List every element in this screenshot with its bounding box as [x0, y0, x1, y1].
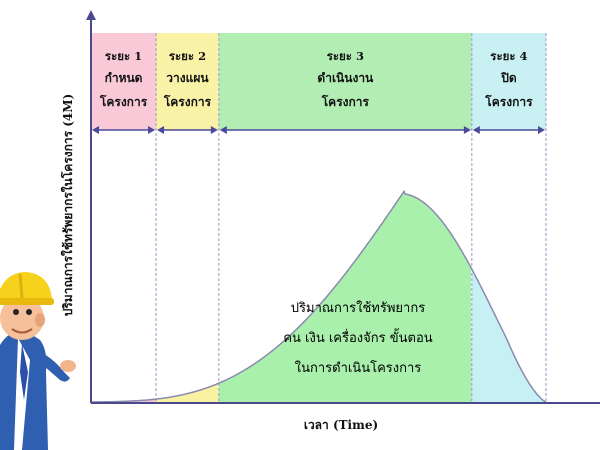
phase-header-1: [91, 33, 157, 130]
phase-header-bands: [91, 33, 546, 130]
x-axis-label: เวลา (Time): [304, 418, 378, 432]
phase-1-line-2: โครงการ: [99, 94, 148, 109]
phase-header-3: [218, 33, 472, 130]
curve-area-phase-1: [91, 399, 157, 402]
phase-1-line-1: กำหนด: [105, 71, 143, 85]
curve-area-phase-4: [471, 269, 546, 402]
y-axis-arrowhead: [86, 10, 96, 20]
phase-2-title: ระยะ 2: [169, 49, 206, 63]
phase-3-line-2: โครงการ: [321, 94, 370, 109]
phase-arrow-4: [472, 126, 545, 134]
center-text-line-2: คน เงิน เครื่องจักร ขั้นตอน: [283, 328, 432, 346]
phase-header-2: [156, 33, 219, 130]
phase-4-title: ระยะ 4: [490, 49, 527, 63]
phase-arrows: [92, 126, 545, 134]
phase-3-line-1: ดำเนินงาน: [317, 71, 374, 85]
phase-arrow-2: [157, 126, 218, 134]
engineer-mascot-icon: [0, 272, 76, 450]
phase-header-4: [471, 33, 546, 130]
phase-arrow-1: [92, 126, 156, 134]
center-text-line-3: ในการดำเนินโครงการ: [295, 360, 422, 376]
phase-1-title: ระยะ 1: [105, 49, 142, 63]
center-text-line-1: ปริมาณการใช้ทรัพยากร: [291, 300, 425, 316]
phase-4-line-1: ปิด: [501, 71, 517, 85]
phase-2-line-2: โครงการ: [163, 94, 212, 109]
phase-2-line-1: วางแผน: [166, 71, 209, 85]
curve-area-phase-3: [218, 191, 472, 402]
phase-arrow-3: [219, 126, 471, 134]
y-axis-label: ปริมาณการใช้ทรัพยากรในโครงการ (4M): [60, 94, 75, 317]
phase-4-line-2: โครงการ: [484, 94, 533, 109]
resource-curve: [91, 189, 547, 403]
phase-dividers: [155, 33, 547, 402]
phase-3-title: ระยะ 3: [327, 49, 364, 63]
